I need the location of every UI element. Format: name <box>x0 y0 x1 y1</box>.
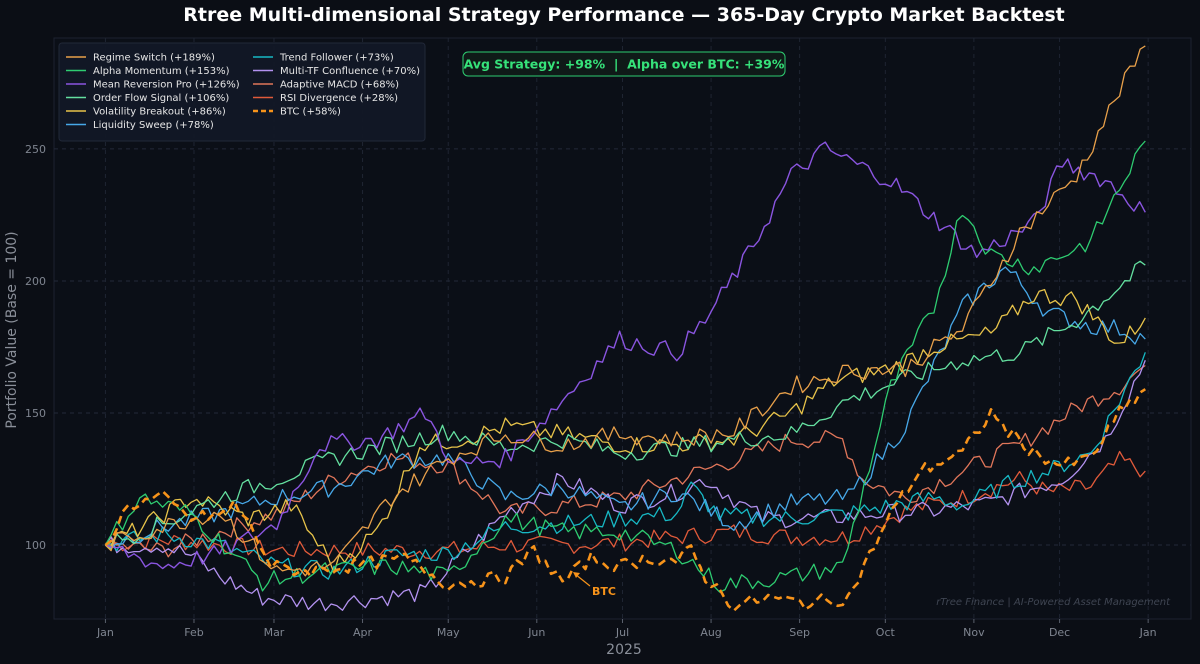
x-tick-label: Jul <box>615 626 629 639</box>
y-tick-label: 100 <box>25 539 46 552</box>
legend-label: BTC (+58%) <box>280 107 341 118</box>
series-line <box>105 352 1146 580</box>
x-tick-label: Apr <box>353 626 373 639</box>
btc-arrow-head <box>573 572 580 578</box>
x-tick-label: Oct <box>876 626 896 639</box>
series-line <box>104 140 1146 593</box>
y-tick-label: 200 <box>25 275 46 288</box>
x-tick-label: Aug <box>700 626 721 639</box>
btc-annotation-label: BTC <box>592 585 616 598</box>
legend-label: Order Flow Signal (+106%) <box>93 93 229 104</box>
series-lines <box>104 45 1146 612</box>
series-line <box>104 45 1146 577</box>
x-tick-label: May <box>437 626 460 639</box>
series-line <box>104 388 1146 612</box>
x-tick-label: Jan <box>96 626 114 639</box>
legend-label: Adaptive MACD (+68%) <box>280 80 399 91</box>
chart-title: Rtree Multi-dimensional Strategy Perform… <box>183 4 1064 26</box>
legend-label: Volatility Breakout (+86%) <box>93 107 226 118</box>
legend-label: Liquidity Sweep (+78%) <box>93 120 214 131</box>
btc-annotation: BTC <box>573 572 616 598</box>
legend: Regime Switch (+189%) Alpha Momentum (+15… <box>58 42 426 142</box>
summary-callout: Avg Strategy: +98% | Alpha over BTC: +39… <box>462 51 786 77</box>
series-line <box>105 266 1146 549</box>
x-tick-label: Jan <box>1139 626 1157 639</box>
series-line <box>105 260 1146 551</box>
x-tick-label: Dec <box>1049 626 1070 639</box>
series-line <box>105 141 1146 570</box>
legend-label: Trend Follower (+73%) <box>279 53 394 64</box>
y-tick-label: 150 <box>25 407 46 420</box>
x-tick-label: Jun <box>527 626 545 639</box>
x-tick-label: Mar <box>264 626 285 639</box>
legend-label: Mean Reversion Pro (+126%) <box>93 80 240 91</box>
summary-text: Avg Strategy: +98% | Alpha over BTC: +39… <box>464 57 785 72</box>
legend-label: Alpha Momentum (+153%) <box>93 66 230 77</box>
x-tick-label: Feb <box>184 626 203 639</box>
legend-label: RSI Divergence (+28%) <box>280 93 398 104</box>
legend-box <box>58 42 426 142</box>
x-tick-labels: Jan Feb Mar Apr May Jun Jul Aug Sep Oct Nov Dec Jan <box>96 619 1157 639</box>
x-tick-label: Sep <box>789 626 810 639</box>
legend-label: Regime Switch (+189%) <box>93 53 215 64</box>
watermark: rTree Finance | AI-Powered Asset Managem… <box>936 597 1171 608</box>
legend-label: Multi-TF Confluence (+70%) <box>280 66 420 77</box>
y-axis-label: Portfolio Value (Base = 100) <box>4 231 20 428</box>
x-tick-label: Nov <box>963 626 985 639</box>
summary-box <box>462 51 786 77</box>
x-axis-label: 2025 <box>606 642 642 658</box>
series-line <box>105 288 1146 574</box>
y-tick-labels: 100 150 200 250 <box>25 143 46 552</box>
y-tick-label: 250 <box>25 143 46 156</box>
